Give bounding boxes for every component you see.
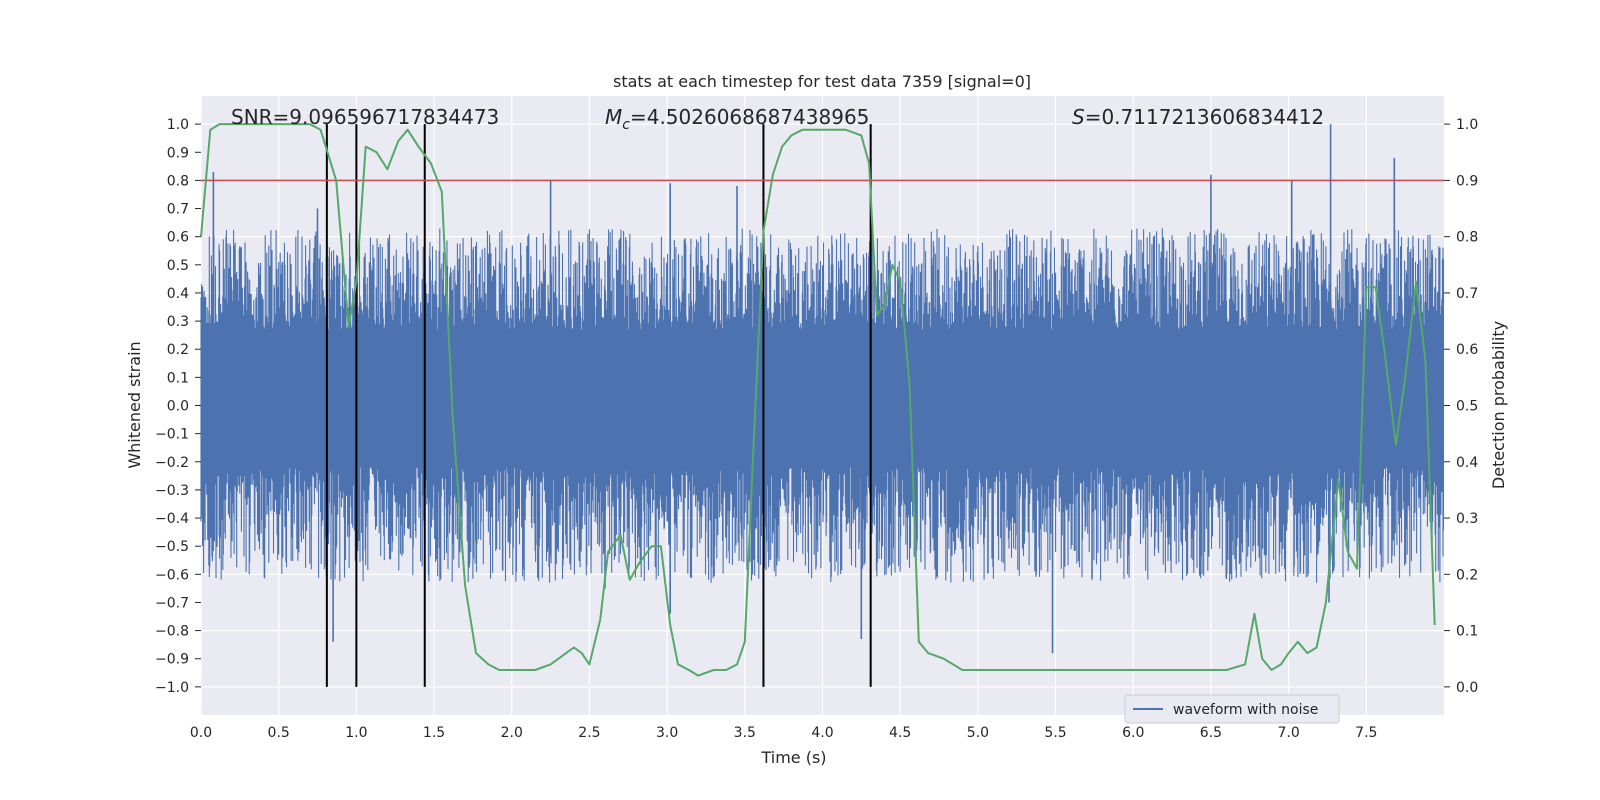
x-tick-label: 1.5 bbox=[423, 725, 445, 741]
y-tick-label: 0.5 bbox=[167, 258, 189, 274]
x-tick-label: 7.0 bbox=[1277, 725, 1299, 741]
detection-probability-line bbox=[200, 123, 1436, 677]
y-right-tick-label: 0.9 bbox=[1456, 173, 1478, 189]
s-symbol: S bbox=[1072, 105, 1085, 129]
chirp-mass-subscript: c bbox=[622, 117, 630, 133]
y-right-tick-label: 0.7 bbox=[1456, 286, 1478, 302]
y-right-tick-label: 0.1 bbox=[1456, 624, 1478, 640]
x-tick-label: 3.0 bbox=[656, 725, 678, 741]
legend-box bbox=[1124, 694, 1340, 724]
chirp-mass-value: =4.5026068687438965 bbox=[630, 105, 869, 129]
chirp-mass-symbol: M bbox=[605, 105, 622, 129]
noise-trace bbox=[200, 228, 1445, 583]
y-tick-label: 0.1 bbox=[167, 370, 189, 386]
legend: waveform with noise bbox=[1124, 694, 1340, 724]
x-tick-label: 1.0 bbox=[345, 725, 367, 741]
y-tick-label: −1.0 bbox=[155, 680, 189, 696]
s-annotation: S=0.7117213606834412 bbox=[1072, 105, 1324, 129]
x-tick-label: 7.5 bbox=[1355, 725, 1377, 741]
y-tick-label: −0.4 bbox=[155, 511, 189, 527]
x-axis-label: Time (s) bbox=[760, 748, 826, 767]
y-right-tick-label: 0.6 bbox=[1456, 342, 1478, 358]
y-right-tick-label: 0.4 bbox=[1456, 455, 1478, 471]
y-tick-label: 0.2 bbox=[167, 342, 189, 358]
y-tick-label: −0.3 bbox=[155, 483, 189, 499]
s-value: =0.7117213606834412 bbox=[1085, 105, 1324, 129]
snr-annotation: SNR=9.096596717834473 bbox=[231, 105, 499, 129]
y-axis-label: Whitened strain bbox=[125, 341, 144, 468]
y-tick-label: −0.8 bbox=[155, 624, 189, 640]
tick-labels: 0.0 0.5 1.0 1.5 2.0 2.5 3.0 3.5 4.0 4.5 5.0 5.5 6.0 6… bbox=[155, 117, 1478, 741]
noise-peaks bbox=[212, 124, 1396, 654]
y-tick-label: −0.2 bbox=[155, 455, 189, 471]
y-tick-label: 0.8 bbox=[167, 173, 189, 189]
probability-series bbox=[200, 123, 1436, 677]
y-right-tick-label: 1.0 bbox=[1456, 117, 1478, 133]
y-tick-label: 1.0 bbox=[167, 117, 189, 133]
y-right-tick-label: 0.5 bbox=[1456, 399, 1478, 415]
x-tick-label: 4.0 bbox=[811, 725, 833, 741]
y-tick-label: −0.1 bbox=[155, 427, 189, 443]
y-tick-label: 0.0 bbox=[167, 399, 189, 415]
y-tick-label: −0.5 bbox=[155, 539, 189, 555]
x-tick-label: 4.5 bbox=[889, 725, 911, 741]
chart-title: stats at each timestep for test data 735… bbox=[613, 72, 1031, 91]
y-axis-right-label: Detection probability bbox=[1489, 321, 1508, 489]
x-tick-label: 2.5 bbox=[578, 725, 600, 741]
vertical-markers bbox=[325, 124, 872, 687]
x-tick-label: 5.0 bbox=[967, 725, 989, 741]
y-right-tick-label: 0.8 bbox=[1456, 230, 1478, 246]
y-tick-label: 0.4 bbox=[167, 286, 189, 302]
y-tick-label: 0.7 bbox=[167, 202, 189, 218]
y-tick-label: −0.7 bbox=[155, 595, 189, 611]
y-right-tick-label: 0.0 bbox=[1456, 680, 1478, 696]
chirp-mass-annotation: Mc=4.5026068687438965 bbox=[605, 105, 869, 133]
x-tick-label: 6.0 bbox=[1122, 725, 1144, 741]
y-tick-label: 0.6 bbox=[167, 230, 189, 246]
noise-series bbox=[200, 124, 1445, 654]
x-tick-label: 6.5 bbox=[1200, 725, 1222, 741]
y-right-tick-label: 0.3 bbox=[1456, 511, 1478, 527]
x-tick-label: 3.5 bbox=[734, 725, 756, 741]
x-tick-label: 0.0 bbox=[190, 725, 212, 741]
x-tick-label: 5.5 bbox=[1044, 725, 1066, 741]
x-tick-label: 2.0 bbox=[501, 725, 523, 741]
y-tick-label: −0.6 bbox=[155, 567, 189, 583]
y-tick-label: 0.3 bbox=[167, 314, 189, 330]
y-tick-label: 0.9 bbox=[167, 145, 189, 161]
y-tick-label: −0.9 bbox=[155, 652, 189, 668]
x-tick-label: 0.5 bbox=[268, 725, 290, 741]
legend-label: waveform with noise bbox=[1173, 702, 1318, 718]
y-right-tick-label: 0.2 bbox=[1456, 567, 1478, 583]
